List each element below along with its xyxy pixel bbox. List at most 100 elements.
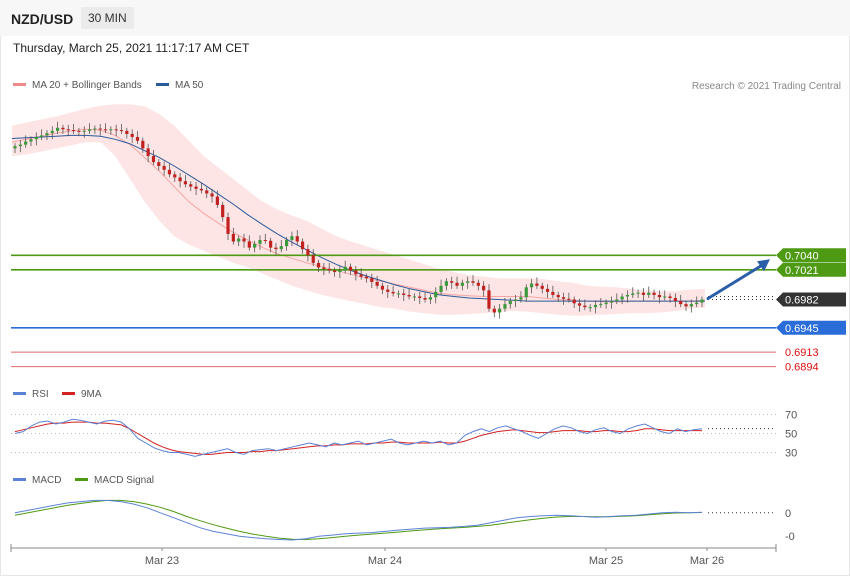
candle-body (455, 282, 459, 286)
candle-body (66, 129, 70, 131)
support-1-label: 0.6913 (785, 347, 819, 359)
candle-body (636, 292, 640, 294)
candle-body (189, 184, 193, 187)
legend-swatch-ma50 (156, 82, 169, 86)
candle-body (391, 291, 395, 294)
x-tick-label: Mar 26 (690, 555, 724, 567)
candle-body (300, 241, 305, 250)
candle-body (167, 169, 172, 175)
candle-body (407, 294, 411, 297)
legend-label-rsi-ma: 9MA (81, 389, 102, 400)
timestamp: Thursday, March 25, 2021 11:17:17 AM CET (13, 41, 250, 55)
candle-body (551, 291, 555, 295)
candle-body (503, 304, 507, 309)
legend-swatch-rsi (13, 391, 26, 395)
candle-body (87, 129, 92, 131)
legend-swatch-bollinger (13, 82, 26, 86)
legend-swatch-macd (13, 477, 26, 481)
candle-body (375, 281, 379, 286)
candle-body (253, 243, 257, 248)
macd-tick-neg: -0 (785, 531, 795, 543)
candle-body (231, 233, 235, 242)
candle-body (508, 301, 512, 305)
candle-body (402, 293, 406, 295)
candle-body (263, 240, 267, 241)
pivot-tag (776, 320, 846, 335)
timeframe-button[interactable]: 30 MIN (81, 7, 134, 29)
chart-header (0, 0, 850, 36)
candle-body (604, 302, 608, 305)
rsi-tick-70: 70 (785, 410, 797, 422)
candle-body (247, 241, 251, 248)
candle-body (242, 238, 246, 242)
candle-body (641, 292, 646, 295)
candle-body (194, 186, 198, 189)
resistance-2-tag (776, 262, 846, 277)
legend-label-bollinger: MA 20 + Bollinger Bands (32, 80, 142, 91)
candle-body (380, 285, 385, 290)
candle-body (396, 293, 401, 295)
forecast-arrow (706, 263, 764, 301)
candle-body (423, 298, 427, 300)
legend-macd: MACD (13, 475, 61, 486)
forecast-arrow-head (757, 259, 770, 272)
candle-body (620, 296, 624, 300)
candle-body (279, 246, 283, 250)
resistance-1-tag (776, 248, 846, 263)
candle-body (684, 304, 688, 307)
candle-body (529, 283, 534, 288)
macd-line (14, 499, 703, 541)
candle-body (540, 285, 544, 289)
candle-body (482, 285, 486, 291)
candle-body (269, 240, 273, 248)
candle-body (61, 127, 65, 130)
candle-body (316, 262, 321, 268)
macd-tick-0: 0 (785, 508, 791, 520)
candle-body (18, 144, 22, 147)
candle-body (545, 288, 550, 292)
candle-body (657, 294, 661, 298)
candle-body (519, 297, 523, 300)
last-price-label: 0.6982 (785, 295, 819, 307)
candle-body (34, 136, 38, 140)
candle-body (45, 133, 49, 136)
candle-body (450, 281, 454, 283)
candle-body (103, 129, 108, 131)
candle-body (556, 294, 560, 298)
candle-body (466, 281, 470, 283)
legend-rsi-ma: 9MA (62, 389, 102, 400)
candle-body (631, 293, 635, 295)
candle-body (125, 130, 129, 134)
candle-body (471, 281, 475, 283)
candle-body (13, 146, 17, 149)
research-credit: Research © 2021 Trading Central (691, 81, 841, 92)
candle-body (386, 289, 390, 292)
legend-swatch-macd-signal (75, 477, 88, 481)
support-2-label: 0.6894 (785, 362, 819, 374)
candle-body (183, 181, 188, 185)
candle-body (460, 282, 464, 286)
rsi-line (14, 418, 703, 457)
bollinger-band (12, 104, 705, 316)
candle-body (689, 304, 693, 307)
candle-body (524, 287, 528, 298)
candle-body (50, 130, 54, 134)
x-tick-label: Mar 24 (368, 555, 402, 567)
legend-label-ma50: MA 50 (175, 80, 204, 91)
candle-body (306, 249, 310, 256)
candle-body (77, 130, 81, 132)
candle-body (199, 188, 203, 191)
candle-body (295, 236, 299, 242)
candle-body (322, 267, 326, 269)
candle-body (226, 217, 230, 234)
resistance-1-label: 0.7040 (785, 250, 819, 262)
candle-body (561, 297, 566, 299)
candle-body (652, 292, 656, 295)
candle-body (109, 129, 113, 131)
candle-body (700, 299, 704, 303)
legend-swatch-rsi-ma (62, 391, 75, 395)
candle-body (151, 156, 156, 163)
macd-signal-line (14, 499, 703, 541)
candle-body (157, 162, 161, 166)
candle-body (615, 299, 619, 302)
